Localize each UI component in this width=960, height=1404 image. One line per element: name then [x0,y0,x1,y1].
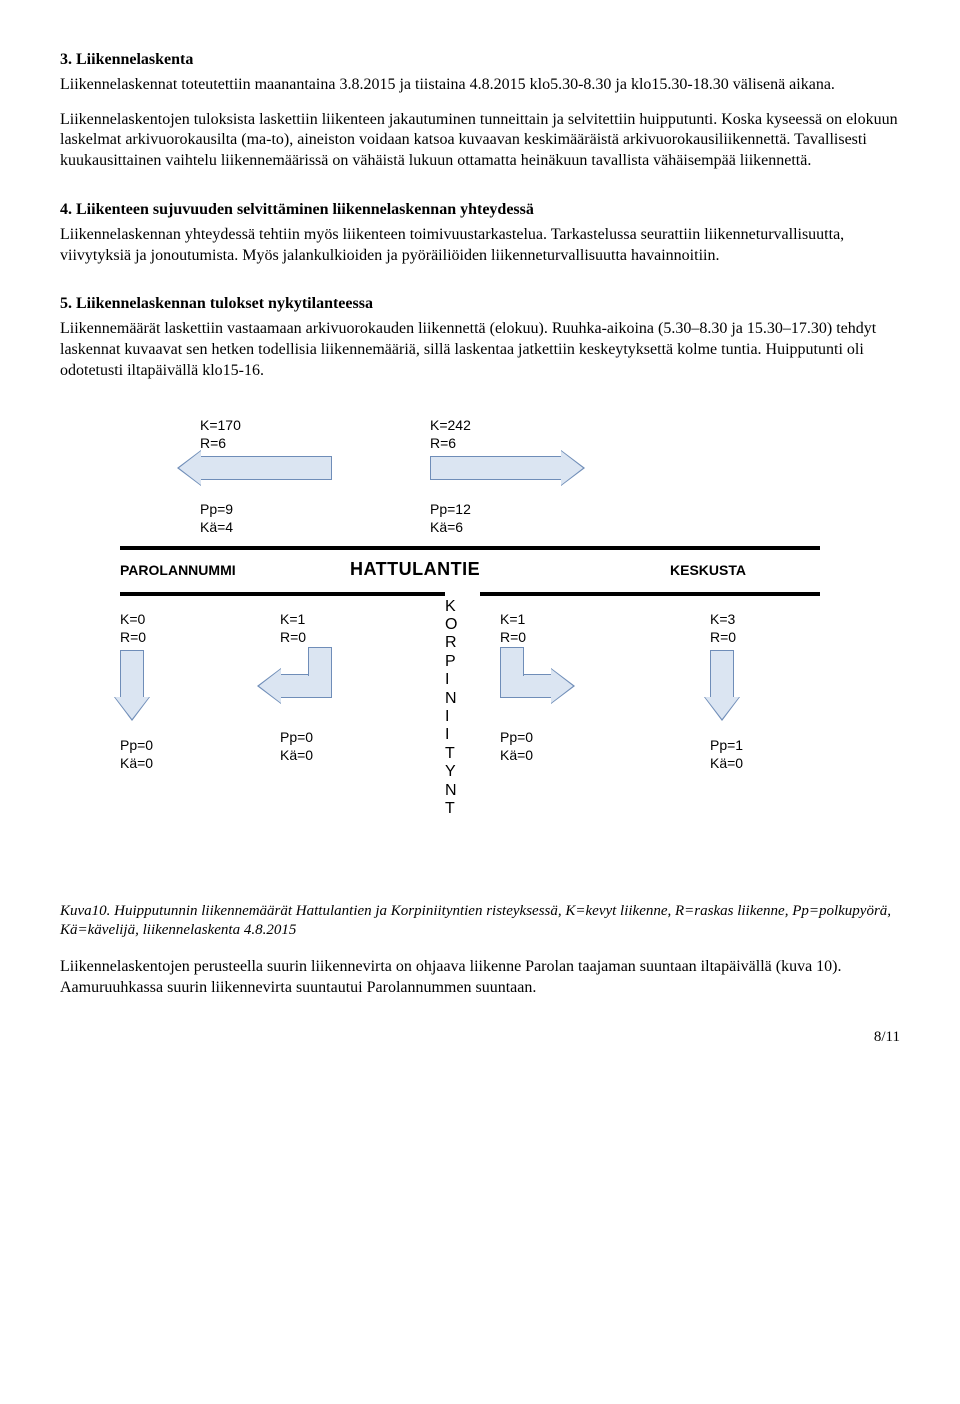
b3-Pp: Pp=0 [500,728,610,746]
arrow-down-1 [120,650,144,698]
road-label-center: HATTULANTIE [350,558,600,581]
arrow-down-4 [710,650,734,698]
road-label-left: PAROLANNUMMI [120,561,320,579]
road-line-bottom [120,592,820,596]
section-3-para-2: Liikennelaskentojen tuloksista laskettii… [60,110,900,172]
b2-R: R=0 [280,628,390,646]
top-left-K: K=170 [200,416,400,434]
b2-Pp: Pp=0 [280,728,390,746]
b1-Pp: Pp=0 [120,736,230,754]
b2-Ka: Kä=0 [280,746,390,764]
section-3-para-1: Liikennelaskennat toteutettiin maanantai… [60,75,900,96]
page-number: 8/11 [60,1028,900,1048]
b3-Ka: Kä=0 [500,746,610,764]
top-left-Ka: Kä=4 [200,518,400,536]
top-right-R: R=6 [430,434,630,452]
top-right-K: K=242 [430,416,630,434]
top-right-Pp: Pp=12 [430,500,630,518]
arrow-westbound [200,456,332,480]
bottom-node-1: K=0 R=0 Pp=0 Kä=0 [120,610,230,773]
b4-Ka: Kä=0 [710,754,820,772]
top-left-Pp: Pp=9 [200,500,400,518]
traffic-diagram: K=170 R=6 K=242 R=6 Pp=9 Kä=4 Pp=12 Kä=6… [60,402,900,880]
b1-Ka: Kä=0 [120,754,230,772]
b4-K: K=3 [710,610,820,628]
road-label-right: KESKUSTA [670,561,820,579]
b2-K: K=1 [280,610,390,628]
arrow-turn-right [500,674,552,698]
top-right-Ka: Kä=6 [430,518,630,536]
bottom-node-4: K=3 R=0 Pp=1 Kä=0 [710,610,820,773]
section-5-para-1: Liikennemäärät laskettiin vastaamaan ark… [60,319,900,381]
section-4-para-1: Liikennelaskennan yhteydessä tehtiin myö… [60,225,900,267]
bottom-node-2: K=1 R=0 Pp=0 Kä=0 [280,610,390,765]
arrow-turn-left [280,674,332,698]
b3-K: K=1 [500,610,610,628]
b3-R: R=0 [500,628,610,646]
b1-R: R=0 [120,628,230,646]
section-3-title: 3. Liikennelaskenta [60,50,900,71]
b4-R: R=0 [710,628,820,646]
closing-paragraph: Liikennelaskentojen perusteella suurin l… [60,957,900,999]
arrow-eastbound [430,456,562,480]
side-road-label: KORPINIITYNT [445,598,458,819]
road-line-top [120,546,820,550]
section-5-title: 5. Liikennelaskennan tulokset nykytilant… [60,294,900,315]
section-4-title: 4. Liikenteen sujuvuuden selvittäminen l… [60,200,900,221]
b1-K: K=0 [120,610,230,628]
top-left-R: R=6 [200,434,400,452]
figure-caption: Kuva10. Huipputunnin liikennemäärät Hatt… [60,902,900,941]
bottom-node-3: K=1 R=0 Pp=0 Kä=0 [500,610,610,765]
b4-Pp: Pp=1 [710,736,820,754]
